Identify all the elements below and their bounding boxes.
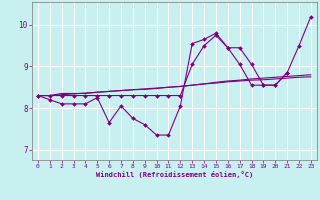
X-axis label: Windchill (Refroidissement éolien,°C): Windchill (Refroidissement éolien,°C)	[96, 171, 253, 178]
